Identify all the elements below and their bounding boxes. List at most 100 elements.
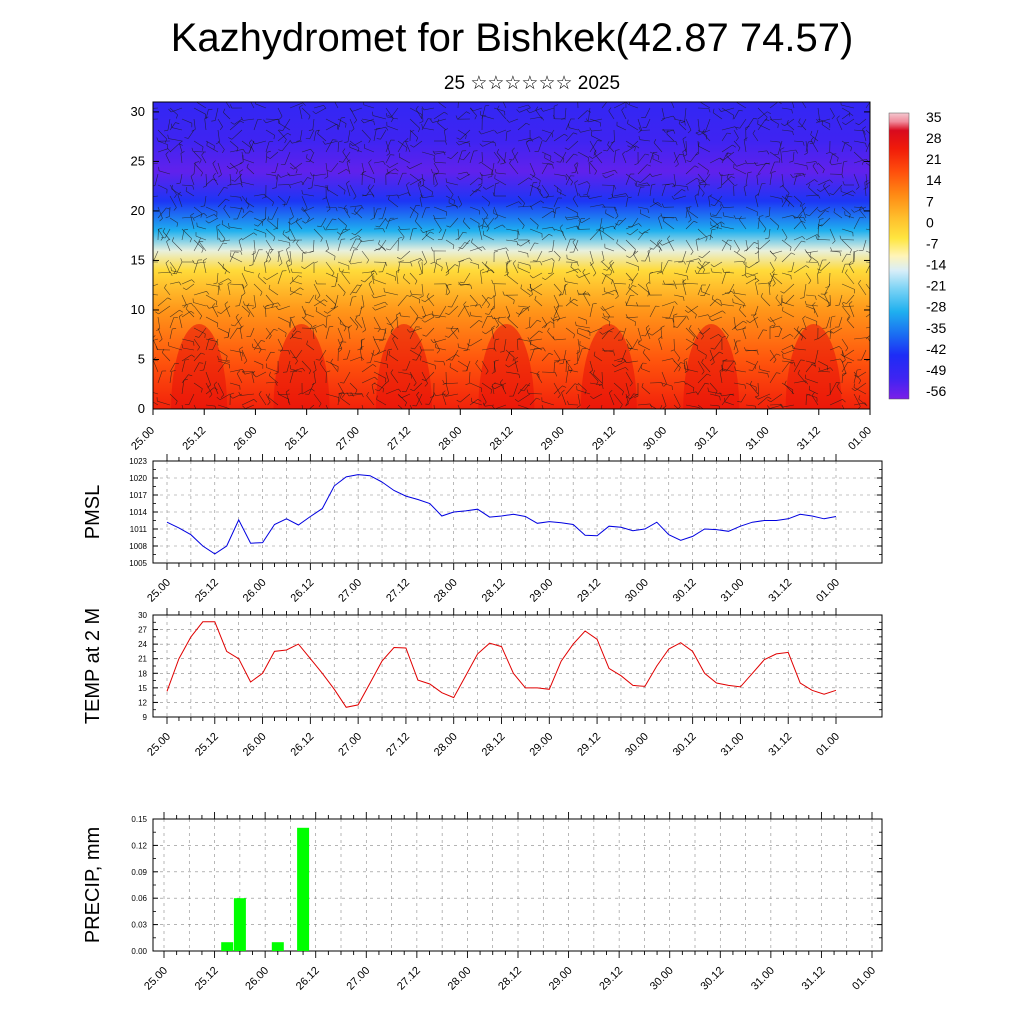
wind-barb bbox=[577, 338, 581, 352]
wind-barb bbox=[853, 140, 866, 144]
wind-barb bbox=[265, 141, 270, 153]
wind-barb bbox=[637, 153, 646, 164]
wind-barb-flag bbox=[638, 126, 641, 131]
wind-barb-flag bbox=[666, 130, 669, 135]
precip-panel-x-tick-label: 25.12 bbox=[193, 965, 221, 993]
wind-barb-flag bbox=[277, 390, 280, 395]
wind-barb bbox=[368, 283, 375, 296]
wind-barb bbox=[864, 182, 867, 197]
wind-barb-flag bbox=[419, 195, 424, 199]
wind-barb bbox=[325, 272, 338, 279]
wind-barb-flag bbox=[547, 327, 550, 332]
wind-barb-flag bbox=[853, 383, 855, 388]
cross-section-x-tick-label: 30.00 bbox=[641, 425, 669, 453]
wind-barb bbox=[712, 112, 723, 120]
wind-barb bbox=[493, 224, 503, 230]
wind-barb bbox=[289, 317, 292, 329]
wind-barb bbox=[736, 162, 747, 167]
wind-barb-flag bbox=[689, 325, 692, 329]
wind-barb-flag bbox=[421, 178, 426, 182]
wind-barb-flag bbox=[735, 137, 739, 142]
wind-barb bbox=[325, 140, 339, 145]
wind-barb-flag bbox=[608, 197, 613, 200]
wind-barb bbox=[589, 204, 604, 208]
wind-barb bbox=[181, 404, 184, 409]
wind-barb bbox=[811, 395, 819, 406]
wind-barb-flag bbox=[755, 406, 757, 409]
wind-barb bbox=[585, 404, 591, 409]
wind-barb bbox=[756, 175, 759, 186]
wind-barb-flag bbox=[618, 220, 623, 222]
wind-barb bbox=[769, 217, 780, 227]
wind-barb-flag bbox=[420, 184, 424, 187]
wind-barb bbox=[444, 130, 447, 142]
wind-barb-flag bbox=[863, 130, 866, 135]
wind-barb bbox=[505, 294, 515, 301]
wind-barb-flag bbox=[682, 136, 687, 140]
wind-barb bbox=[409, 371, 417, 384]
cross-section-x-axis: 25.00 25.12 26.00 26.12 27.00 27.12 28.00 28.12… bbox=[129, 409, 874, 453]
wind-barb-flag bbox=[442, 390, 446, 394]
wind-barb-flag bbox=[711, 362, 715, 366]
wind-barb bbox=[697, 184, 705, 194]
colorbar-label: 21 bbox=[926, 151, 942, 167]
wind-barb-flag bbox=[287, 132, 292, 136]
wind-barb bbox=[157, 228, 164, 238]
wind-barb bbox=[426, 296, 435, 307]
wind-barb-flag bbox=[744, 274, 748, 278]
wind-barb bbox=[492, 384, 495, 395]
precip-panel-x-tick-label: 29.00 bbox=[547, 965, 575, 993]
wind-barb-flag bbox=[648, 332, 653, 336]
wind-barb bbox=[771, 118, 783, 121]
wind-barb bbox=[277, 349, 289, 351]
wind-barb bbox=[793, 217, 804, 219]
wind-barb bbox=[697, 314, 709, 318]
wind-barb bbox=[865, 326, 870, 329]
wind-barb bbox=[171, 270, 183, 274]
wind-barb bbox=[478, 226, 483, 241]
wind-barb-flag bbox=[376, 138, 381, 140]
wind-barb-flag bbox=[167, 148, 171, 152]
wind-barb bbox=[697, 373, 708, 384]
wind-barb-flag bbox=[843, 160, 848, 163]
wind-barb-flag bbox=[477, 399, 482, 402]
wind-barb bbox=[349, 393, 362, 395]
wind-barb bbox=[325, 316, 328, 329]
wind-barb bbox=[577, 292, 588, 296]
wind-barb-flag bbox=[372, 307, 376, 311]
wind-barb bbox=[841, 191, 855, 197]
wind-barb bbox=[374, 338, 387, 341]
wind-barb-flag bbox=[452, 245, 455, 250]
wind-barb bbox=[557, 191, 567, 197]
wind-barb-flag bbox=[249, 264, 254, 267]
wind-barb-flag bbox=[733, 289, 735, 294]
wind-barb-flag bbox=[711, 295, 714, 300]
wind-barb-flag bbox=[716, 298, 721, 301]
wind-barb-flag bbox=[649, 247, 654, 250]
wind-barb bbox=[829, 107, 835, 117]
wind-barb-flag bbox=[527, 337, 531, 341]
wind-barb-flag bbox=[768, 282, 772, 287]
wind-barb bbox=[577, 110, 588, 120]
wind-barb-flag bbox=[784, 237, 788, 241]
wind-barb bbox=[629, 228, 639, 236]
wind-barb-flag bbox=[193, 341, 195, 346]
wind-barb bbox=[221, 224, 231, 230]
wind-barb bbox=[241, 283, 246, 294]
wind-barb bbox=[663, 220, 675, 230]
wind-barb bbox=[553, 316, 567, 321]
wind-barb bbox=[258, 394, 267, 406]
wind-barb-flag bbox=[200, 205, 205, 207]
wind-barb-flag bbox=[506, 119, 510, 123]
wind-barb-flag bbox=[753, 313, 757, 317]
wind-barb bbox=[631, 217, 639, 228]
wind-barb bbox=[768, 282, 771, 296]
wind-barb bbox=[434, 162, 447, 164]
wind-barb bbox=[541, 371, 556, 373]
wind-barb bbox=[275, 162, 279, 173]
wind-barb-flag bbox=[721, 221, 725, 225]
wind-barb bbox=[748, 261, 759, 269]
wind-barb bbox=[293, 162, 303, 170]
wind-barb bbox=[277, 270, 283, 285]
wind-barb-flag bbox=[756, 173, 761, 176]
